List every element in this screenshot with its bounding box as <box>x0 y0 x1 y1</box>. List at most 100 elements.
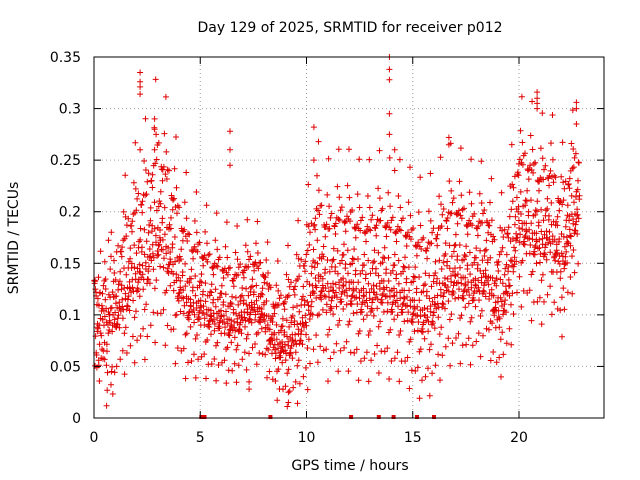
data-point <box>356 204 363 211</box>
data-point <box>253 240 259 247</box>
data-point <box>354 191 361 198</box>
data-point <box>137 78 144 85</box>
data-point <box>157 200 164 207</box>
data-point <box>414 242 421 249</box>
data-point <box>432 415 436 419</box>
data-point <box>178 246 185 253</box>
data-point <box>399 309 406 316</box>
data-point <box>556 236 563 242</box>
data-point <box>315 278 322 284</box>
data-point <box>152 339 159 346</box>
data-point <box>457 145 464 152</box>
data-point <box>534 95 541 102</box>
data-point <box>462 282 469 289</box>
data-point <box>553 218 560 225</box>
data-point <box>391 285 397 292</box>
data-point <box>330 349 337 356</box>
data-point <box>459 342 466 349</box>
data-point <box>477 267 484 274</box>
data-point <box>310 124 317 131</box>
data-point <box>286 349 293 356</box>
data-point <box>345 368 352 375</box>
data-point <box>263 257 270 263</box>
data-point <box>312 226 319 233</box>
data-point <box>367 328 373 334</box>
data-point <box>378 296 385 303</box>
data-point <box>422 373 429 380</box>
data-point <box>296 380 303 387</box>
data-point <box>290 384 297 391</box>
data-point <box>537 251 544 257</box>
data-point <box>536 294 543 301</box>
data-point <box>145 229 152 236</box>
data-point <box>478 307 485 314</box>
data-point <box>429 370 436 377</box>
data-point <box>404 233 410 239</box>
data-point <box>324 257 331 263</box>
data-point <box>440 259 447 266</box>
data-point <box>109 391 116 397</box>
data-point <box>210 271 217 278</box>
data-point <box>167 225 174 232</box>
data-point <box>387 326 394 333</box>
data-point <box>454 220 461 227</box>
data-point <box>395 303 401 310</box>
data-point <box>437 377 443 384</box>
data-point <box>448 311 455 318</box>
data-point <box>184 238 191 244</box>
data-point <box>487 254 494 261</box>
data-point <box>409 319 416 326</box>
data-point <box>318 288 325 295</box>
data-point <box>385 278 392 284</box>
data-point <box>355 330 362 337</box>
data-point <box>182 375 189 382</box>
data-point <box>248 319 255 326</box>
data-point <box>163 148 170 155</box>
data-point <box>418 246 425 252</box>
data-point <box>94 295 101 302</box>
data-point <box>420 234 427 241</box>
data-point <box>334 247 341 254</box>
data-point <box>538 228 545 235</box>
data-point <box>442 305 448 312</box>
data-point <box>281 306 288 313</box>
data-point <box>282 357 289 364</box>
data-point <box>95 362 102 369</box>
data-point <box>393 271 400 278</box>
data-point <box>332 231 339 237</box>
data-point <box>279 315 286 322</box>
data-point <box>340 306 347 312</box>
data-point <box>424 305 431 312</box>
data-point <box>188 275 195 282</box>
data-point <box>543 228 550 235</box>
data-point <box>539 235 546 242</box>
data-point <box>343 301 350 308</box>
data-point <box>185 359 191 366</box>
y-axis-label: SRMTID / TECUs <box>6 182 22 295</box>
data-point <box>524 187 531 194</box>
data-point <box>470 297 477 303</box>
data-point <box>571 154 578 161</box>
data-point <box>359 267 366 274</box>
data-point <box>198 279 205 286</box>
data-point <box>254 218 261 225</box>
data-point <box>275 302 282 308</box>
data-point <box>102 276 109 283</box>
data-point <box>461 205 467 212</box>
x-tick-label: 10 <box>298 430 316 446</box>
data-point <box>486 222 493 229</box>
data-point <box>481 282 487 289</box>
data-point <box>113 321 120 327</box>
data-point <box>559 333 565 340</box>
data-point <box>202 298 209 305</box>
data-point <box>444 284 451 290</box>
data-point <box>539 110 546 117</box>
data-point <box>430 312 437 319</box>
data-point <box>395 193 402 199</box>
data-point <box>560 197 567 204</box>
data-point <box>328 297 335 304</box>
data-point <box>150 254 157 261</box>
data-point <box>405 229 411 236</box>
data-point <box>519 139 526 146</box>
data-point <box>298 256 305 263</box>
